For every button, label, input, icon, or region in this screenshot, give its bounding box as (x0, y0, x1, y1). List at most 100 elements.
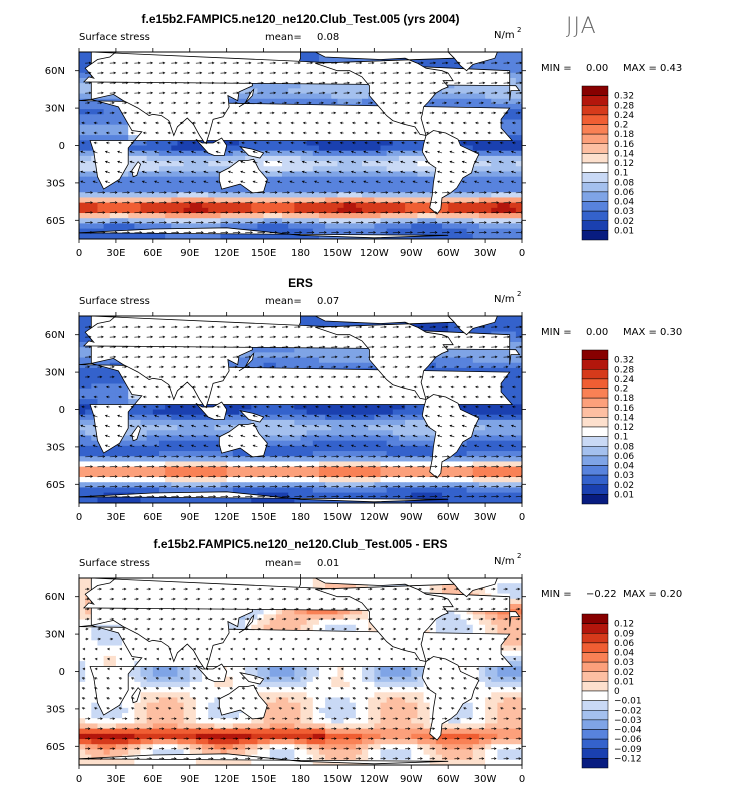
x-tick-label: 90E (180, 512, 199, 523)
y-tick-label: 0 (59, 141, 65, 152)
colorbar-box (581, 738, 609, 749)
min-value: −0.22 (586, 589, 617, 600)
colorbar-box (581, 690, 609, 701)
colorbar-label: 0.04 (614, 462, 634, 472)
colorbar-box (581, 661, 609, 672)
land-mass (447, 578, 498, 598)
units-superscript: 2 (517, 26, 521, 34)
x-tick-label: 90W (400, 774, 423, 785)
x-tick-label: 0 (76, 774, 82, 785)
y-tick-label: 30N (45, 104, 65, 115)
colorbar-box (581, 748, 609, 759)
colorbar-label: 0.03 (614, 207, 634, 217)
x-tick-label: 120E (214, 248, 239, 259)
colorbar-label: 0.28 (614, 101, 634, 111)
x-tick-label: 60E (143, 774, 162, 785)
colorbar-label: 0.06 (614, 452, 634, 462)
colorbar-label: 0 (614, 687, 620, 697)
max-value: 0.20 (660, 589, 682, 600)
y-tick-label: 30S (46, 442, 65, 453)
colorbar-label: 0.12 (614, 423, 634, 433)
y-tick-label: 60S (46, 216, 65, 227)
x-tick-label: 90W (400, 512, 423, 523)
colorbar-label: 0.09 (614, 629, 634, 639)
colorbar-label: 0.04 (614, 198, 634, 208)
x-tick-label: 150E (251, 248, 276, 259)
colorbar-label: 0.12 (614, 620, 634, 630)
min-label: MIN = (541, 589, 572, 600)
panel-title: ERS (288, 276, 313, 290)
colorbar-box (581, 671, 609, 682)
mean-value: 0.01 (317, 558, 339, 569)
x-tick-label: 90E (180, 248, 199, 259)
colorbar-label: 0.02 (614, 668, 634, 678)
x-tick-label: 150W (323, 512, 352, 523)
land-mass (218, 684, 268, 720)
x-tick-label: 60W (437, 512, 460, 523)
colorbar-label: −0.06 (614, 735, 642, 745)
land-mass (421, 656, 480, 741)
colorbar-box (581, 729, 609, 740)
x-tick-label: 30W (474, 248, 497, 259)
colorbar-label: 0.2 (614, 385, 628, 395)
colorbar-label: 0.18 (614, 394, 634, 404)
colorbar-label: −0.03 (614, 716, 642, 726)
mean-label: mean= (265, 32, 302, 43)
x-tick-label: 0 (519, 512, 525, 523)
x-tick-label: 30W (474, 774, 497, 785)
stress-field (79, 578, 522, 765)
colorbar-box (581, 633, 609, 644)
colorbar-label: −0.12 (614, 754, 642, 764)
colorbar-label: 0.06 (614, 639, 634, 649)
land-mass (79, 227, 449, 239)
colorbar-label: 0.24 (614, 111, 634, 121)
x-tick-label: 90E (180, 774, 199, 785)
y-tick-label: 30S (46, 178, 65, 189)
colorbar-box (581, 719, 609, 730)
land-mass (218, 422, 268, 458)
land-mass (238, 352, 255, 372)
panel-title: f.e15b2.FAMPIC5.ne120_ne120.Club_Test.00… (153, 537, 448, 551)
colorbar-label: 0.06 (614, 188, 634, 198)
colorbar-label: 0.02 (614, 481, 634, 491)
y-tick-label: 60N (45, 592, 65, 603)
min-label: MIN = (541, 63, 572, 74)
colorbar-label: 0.32 (614, 356, 634, 366)
x-tick-label: 30E (106, 248, 125, 259)
colorbar-box (581, 681, 609, 692)
y-tick-label: 60N (45, 66, 65, 77)
x-tick-label: 60E (143, 248, 162, 259)
colorbar-box (581, 710, 609, 721)
colorbar-label: 0.2 (614, 121, 628, 131)
y-tick-label: 30N (45, 630, 65, 641)
colorbar-box (581, 758, 609, 769)
x-tick-label: 150E (251, 512, 276, 523)
x-tick-label: 150W (323, 774, 352, 785)
land-mass (239, 672, 265, 685)
x-tick-label: 180 (291, 512, 310, 523)
x-tick-label: 0 (76, 512, 82, 523)
units-label: N/m (494, 30, 515, 41)
max-label: MAX = (623, 327, 657, 338)
y-tick-label: 0 (59, 667, 65, 678)
mean-value: 0.07 (317, 296, 339, 307)
x-tick-label: 30W (474, 512, 497, 523)
min-label: MIN = (541, 327, 572, 338)
colorbar-label: 0.24 (614, 375, 634, 385)
max-value: 0.43 (660, 63, 682, 74)
min-value: 0.00 (586, 327, 608, 338)
x-tick-label: 120E (214, 512, 239, 523)
colorbar-label: 0.28 (614, 365, 634, 375)
max-label: MAX = (623, 63, 657, 74)
y-tick-label: 0 (59, 405, 65, 416)
x-tick-label: 60W (437, 248, 460, 259)
x-tick-label: 120W (360, 248, 389, 259)
colorbar-label: 0.32 (614, 92, 634, 102)
y-tick-label: 60N (45, 330, 65, 341)
y-tick-label: 30N (45, 368, 65, 379)
colorbar-label: 0.02 (614, 217, 634, 227)
wind-vectors (81, 587, 522, 760)
colorbar-label: −0.09 (614, 745, 642, 755)
